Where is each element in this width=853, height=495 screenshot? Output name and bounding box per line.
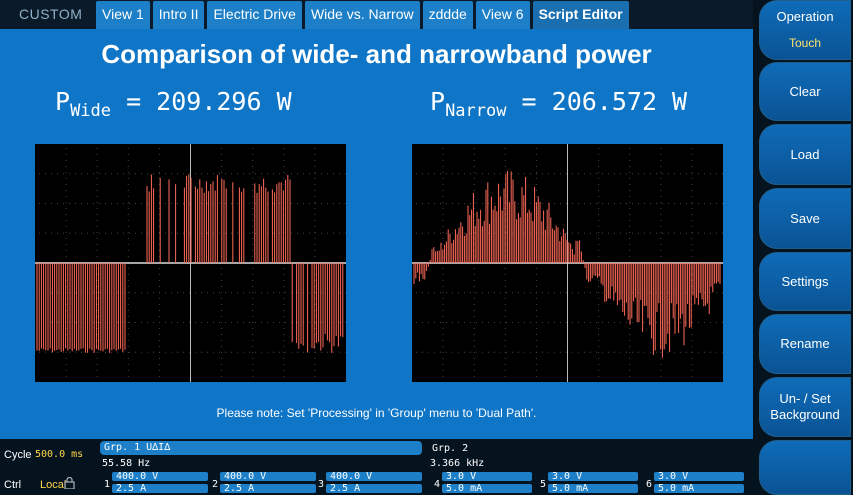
operation-label: Operation <box>776 9 834 24</box>
save-button[interactable]: Save <box>759 188 851 249</box>
channel-voltage: 400.0 V <box>116 471 159 482</box>
tab-view-1[interactable]: View 1 <box>96 1 150 29</box>
channel-voltage: 3.0 V <box>658 471 689 482</box>
narrow-power-readout: PNarrow = 206.572 W <box>430 87 688 121</box>
channel-current: 5.0 mA <box>446 483 483 494</box>
narrow-power-subscript: Narrow <box>445 101 507 121</box>
processing-note: Please note: Set 'Processing' in 'Group'… <box>216 406 537 420</box>
status-bar: Cycle 500.0 ms Ctrl Local Grp. 1 U∆I∆ 55… <box>0 439 753 495</box>
cycle-value[interactable]: 500.0 ms <box>35 449 84 460</box>
clear-button[interactable]: Clear <box>759 62 851 121</box>
side-menu: Operation Touch Clear Load Save Settings… <box>753 0 853 495</box>
cycle-label: Cycle <box>4 449 32 461</box>
tab-script-editor[interactable]: Script Editor <box>532 1 629 29</box>
group-1-label: Grp. 1 U∆I∆ <box>104 442 171 453</box>
rename-button[interactable]: Rename <box>759 314 851 374</box>
channel-current: 2.5 A <box>330 483 361 494</box>
channel-current: 2.5 A <box>116 483 147 494</box>
brand-label: CUSTOM <box>19 6 83 22</box>
operation-value: Touch <box>788 36 822 50</box>
extra-side-button[interactable] <box>759 440 851 495</box>
channel-current: 5.0 mA <box>552 483 589 494</box>
load-label: Load <box>790 146 820 162</box>
tab-view-6[interactable]: View 6 <box>475 1 530 29</box>
settings-button[interactable]: Settings <box>759 252 851 311</box>
channel-voltage: 3.0 V <box>552 471 583 482</box>
channel-number: 5 <box>540 479 547 490</box>
ctrl-label: Ctrl <box>4 479 22 491</box>
narrow-power-symbol: P <box>430 87 446 116</box>
load-button[interactable]: Load <box>759 124 851 185</box>
channel-voltage: 400.0 V <box>224 471 267 482</box>
wide-scope-plot[interactable] <box>35 144 346 382</box>
group-2-frequency: 3.366 kHz <box>430 458 485 469</box>
wide-power-symbol: P <box>55 87 71 116</box>
group-1-frequency: 55.58 Hz <box>102 458 151 469</box>
channel-voltage: 3.0 V <box>446 471 477 482</box>
lock-icon[interactable] <box>64 476 75 492</box>
channel-current: 2.5 A <box>224 483 255 494</box>
tab-intro-ii[interactable]: Intro II <box>152 1 205 29</box>
background-button[interactable]: Un- / Set Background <box>759 377 851 437</box>
tab-electric-drive[interactable]: Electric Drive <box>207 1 302 29</box>
group-2-label: Grp. 2 <box>432 443 469 454</box>
page-title: Comparison of wide- and narrowband power <box>101 39 652 69</box>
channel-number: 4 <box>434 479 441 490</box>
background-line1: Un- / Set <box>779 391 831 406</box>
wide-power-subscript: Wide <box>70 101 112 121</box>
channel-current: 5.0 mA <box>658 483 695 494</box>
channel-voltage: 400.0 V <box>330 471 373 482</box>
wide-power-readout: PWide = 209.296 W <box>55 87 292 121</box>
ctrl-value[interactable]: Local <box>40 479 67 491</box>
narrow-power-value: = 206.572 W <box>521 87 688 116</box>
channel-number: 3 <box>318 479 325 490</box>
tab-zddde[interactable]: zddde <box>422 1 473 29</box>
clear-label: Clear <box>789 83 821 99</box>
background-line2: Background <box>770 407 840 422</box>
main-panel: Comparison of wide- and narrowband power… <box>0 29 753 439</box>
narrow-scope-plot[interactable] <box>412 144 723 382</box>
rename-label: Rename <box>780 336 830 351</box>
group-1-bar[interactable]: Grp. 1 U∆I∆ <box>100 441 422 455</box>
tab-wide-vs-narrow[interactable]: Wide vs. Narrow <box>304 1 420 29</box>
operation-button[interactable]: Operation Touch <box>759 0 851 60</box>
settings-label: Settings <box>781 273 829 289</box>
save-label: Save <box>790 210 820 226</box>
channel-number: 6 <box>646 479 653 490</box>
tab-bar: CUSTOM View 1 Intro II Electric Drive Wi… <box>0 0 753 29</box>
channel-number: 2 <box>212 479 219 490</box>
channel-number: 1 <box>104 479 111 490</box>
wide-power-value: = 209.296 W <box>126 87 292 116</box>
